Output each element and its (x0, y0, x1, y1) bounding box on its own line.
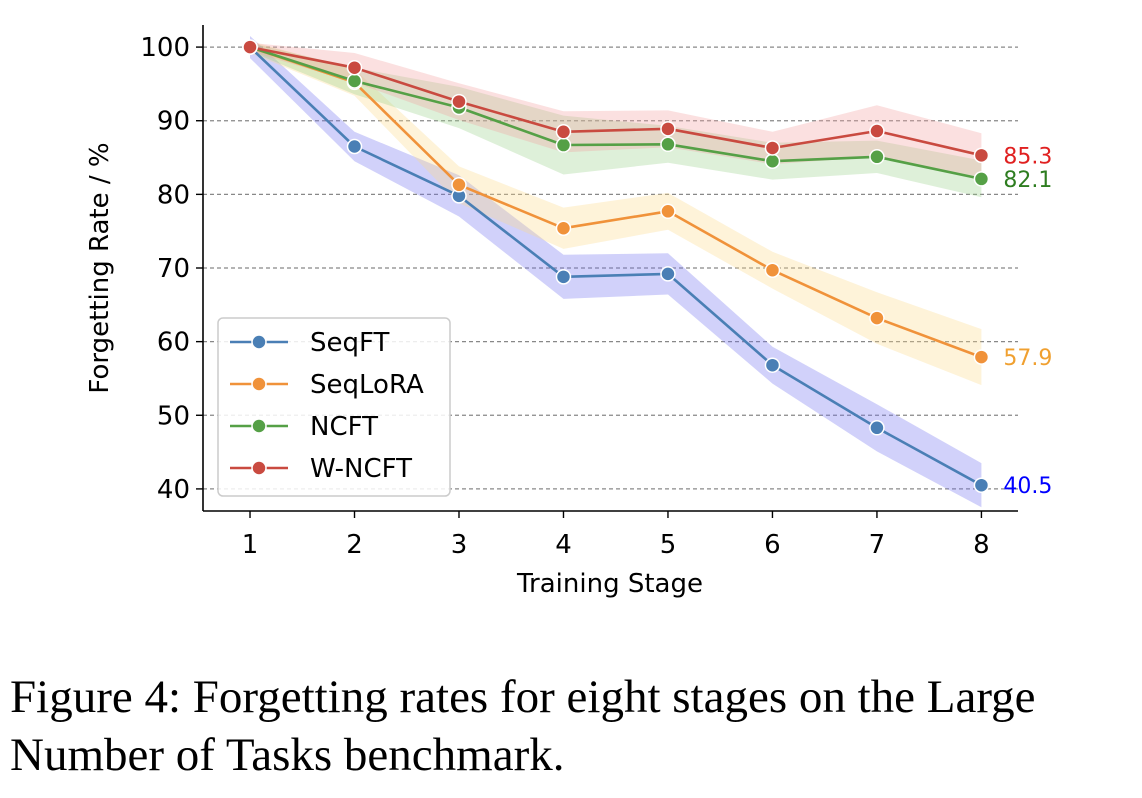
legend-marker-seqlora (251, 376, 267, 392)
y-axis-label: Forgetting Rate / % (85, 142, 115, 393)
point-seqft-stage-5 (660, 266, 676, 282)
point-seqlora-stage-6 (764, 262, 781, 278)
forgetting-rate-chart: 40.5 57.9 82.185.3 40 50 60 70 80 90 100 1 2 3 4 5 6 7 8… (85, 25, 1052, 599)
point-seqft-stage-4 (555, 269, 572, 285)
y-tick-label-80: 80 (157, 180, 190, 210)
x-tick-label-6: 6 (764, 530, 781, 560)
point-w-ncft-stage-7 (869, 123, 885, 139)
x-tick-label-3: 3 (451, 530, 468, 560)
series-lines (249, 45, 983, 487)
line-seqlora (249, 45, 982, 359)
legend-box (217, 317, 451, 497)
y-tick-label-60: 60 (157, 328, 190, 358)
series-markers (242, 39, 990, 493)
end-label-ncft: 82.1 (1003, 168, 1052, 193)
point-w-ncft-stage-1 (242, 39, 258, 55)
point-w-ncft-stage-5 (660, 121, 676, 137)
end-label-seqft: 40.5 (1003, 474, 1052, 499)
point-w-ncft-stage-8 (973, 147, 990, 164)
x-tick-label-1: 1 (242, 530, 259, 560)
point-w-ncft-stage-2 (346, 59, 363, 76)
legend-marker-ncft (251, 418, 267, 434)
y-tick-label-70: 70 (157, 254, 190, 284)
line-ncft (249, 45, 982, 181)
point-ncft-stage-4 (555, 137, 572, 153)
legend: SeqFT SeqLoRA NCFT W-NCFT (217, 317, 451, 497)
y-tick-label-40: 40 (157, 475, 190, 505)
point-seqft-stage-7 (869, 420, 885, 436)
point-ncft-stage-6 (764, 153, 781, 169)
legend-marker-seqft (251, 334, 267, 350)
legend-label-seqlora: SeqLoRA (310, 370, 424, 400)
point-seqlora-stage-3 (451, 177, 467, 193)
legend-label-ncft: NCFT (310, 412, 378, 442)
x-tick-label-4: 4 (555, 530, 572, 560)
legend-marker-w-ncft (251, 460, 267, 476)
point-ncft-stage-2 (346, 73, 363, 89)
x-tick-label-5: 5 (660, 530, 677, 560)
axes: 40 50 60 70 80 90 100 1 2 3 4 5 6 7 8 (140, 25, 1018, 560)
legend-label-w-ncft: W-NCFT (310, 454, 412, 484)
x-tick-label-2: 2 (346, 530, 363, 560)
band-seqlora (250, 41, 982, 386)
line-w-ncft (249, 45, 982, 157)
point-w-ncft-stage-6 (764, 140, 781, 156)
band-ncft (250, 42, 982, 198)
point-seqft-stage-8 (973, 477, 990, 493)
x-tick-label-7: 7 (869, 530, 886, 560)
point-seqft-stage-2 (346, 138, 363, 155)
point-seqlora-stage-8 (973, 349, 990, 365)
y-tick-label-50: 50 (157, 401, 190, 431)
y-tick-label-100: 100 (140, 33, 190, 63)
end-value-labels: 40.5 57.9 82.185.3 (1003, 144, 1052, 499)
legend-label-seqft: SeqFT (310, 328, 390, 358)
point-ncft-stage-5 (660, 136, 676, 153)
line-seqft (249, 46, 983, 487)
end-label-seqlora: 57.9 (1003, 346, 1052, 371)
point-ncft-stage-7 (869, 149, 885, 165)
point-seqlora-stage-4 (555, 220, 572, 236)
end-label-w-ncft: 85.3 (1003, 144, 1052, 169)
band-seqft (250, 36, 982, 508)
x-axis-label: Training Stage (516, 569, 703, 599)
y-tick-label-90: 90 (157, 107, 190, 137)
point-seqft-stage-6 (764, 357, 781, 373)
figure-caption: Figure 4: Forgetting rates for eight sta… (10, 671, 1036, 781)
point-w-ncft-stage-4 (555, 124, 572, 140)
point-seqlora-stage-5 (660, 203, 676, 220)
x-tick-label-8: 8 (973, 530, 990, 560)
point-seqlora-stage-7 (869, 310, 885, 326)
point-w-ncft-stage-3 (451, 93, 467, 110)
point-ncft-stage-8 (973, 171, 990, 187)
